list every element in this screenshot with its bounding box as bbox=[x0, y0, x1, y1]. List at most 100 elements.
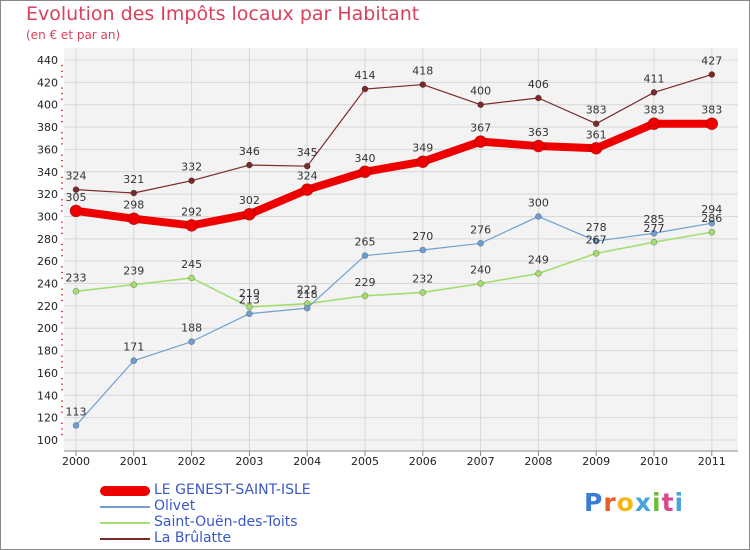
data-label: 245 bbox=[181, 258, 202, 271]
plot-area bbox=[64, 48, 738, 451]
data-label: 249 bbox=[528, 253, 549, 266]
data-point bbox=[589, 141, 603, 155]
y-minor-tick bbox=[61, 333, 63, 335]
data-label: 270 bbox=[412, 230, 433, 243]
x-tick-label: 2001 bbox=[120, 455, 148, 468]
y-minor-tick bbox=[61, 389, 63, 391]
data-point bbox=[535, 213, 542, 220]
y-minor-tick bbox=[61, 87, 63, 89]
data-label: 406 bbox=[528, 78, 549, 91]
data-point bbox=[532, 139, 545, 153]
data-label: 414 bbox=[355, 69, 376, 82]
data-label: 213 bbox=[239, 294, 260, 307]
data-point bbox=[419, 289, 427, 296]
y-minor-tick bbox=[61, 344, 63, 346]
data-label: 219 bbox=[239, 287, 260, 300]
data-label: 324 bbox=[66, 170, 87, 183]
data-label: 427 bbox=[701, 55, 722, 68]
data-point bbox=[592, 250, 600, 257]
data-label: 345 bbox=[297, 146, 318, 159]
y-tick-label: 400 bbox=[37, 99, 58, 112]
logo-letter: r bbox=[603, 488, 617, 517]
series-line bbox=[75, 231, 713, 308]
data-point bbox=[243, 207, 256, 221]
data-point bbox=[416, 155, 430, 169]
data-label: 346 bbox=[239, 145, 260, 158]
data-point bbox=[303, 304, 311, 312]
data-label: 418 bbox=[412, 65, 433, 78]
y-minor-tick bbox=[61, 243, 63, 246]
y-minor-tick bbox=[61, 160, 63, 162]
y-minor-tick bbox=[61, 383, 63, 385]
y-minor-tick bbox=[61, 154, 63, 156]
logo-letter: t bbox=[661, 488, 675, 517]
y-minor-tick bbox=[61, 120, 63, 123]
y-tick-label: 200 bbox=[37, 322, 58, 335]
y-minor-tick bbox=[61, 70, 63, 72]
y-minor-tick bbox=[61, 199, 63, 201]
y-minor-tick bbox=[61, 433, 63, 436]
data-point bbox=[246, 161, 253, 169]
data-point bbox=[535, 270, 542, 277]
data-point bbox=[185, 219, 198, 232]
data-label: 188 bbox=[181, 322, 202, 335]
data-label: 305 bbox=[66, 191, 87, 204]
series-line bbox=[72, 119, 716, 230]
y-tick-label: 300 bbox=[37, 210, 58, 223]
data-point bbox=[419, 246, 427, 254]
y-minor-tick bbox=[61, 310, 63, 313]
series-line bbox=[75, 215, 713, 427]
y-minor-tick bbox=[61, 378, 63, 380]
data-label: 321 bbox=[123, 173, 144, 186]
y-tick-label: 360 bbox=[37, 143, 58, 156]
data-point bbox=[647, 117, 661, 131]
x-tick-label: 2002 bbox=[178, 455, 206, 468]
data-point bbox=[72, 186, 80, 193]
y-minor-tick bbox=[61, 405, 63, 408]
data-point bbox=[72, 422, 80, 429]
data-label: 171 bbox=[123, 341, 144, 354]
y-minor-tick bbox=[61, 76, 63, 78]
data-point bbox=[592, 120, 600, 128]
data-point bbox=[650, 238, 658, 246]
data-label: 233 bbox=[66, 271, 87, 284]
legend-label: Saint-Ouën-des-Toits bbox=[154, 514, 298, 530]
data-point bbox=[246, 303, 253, 311]
data-label: 349 bbox=[412, 142, 433, 155]
y-tick-label: 320 bbox=[37, 188, 58, 201]
data-label: 218 bbox=[297, 288, 318, 301]
y-minor-tick bbox=[61, 322, 63, 324]
data-label: 276 bbox=[470, 223, 491, 236]
data-label: 367 bbox=[470, 122, 491, 135]
y-minor-tick bbox=[61, 355, 63, 357]
data-label: 302 bbox=[239, 194, 260, 207]
logo-letter: x bbox=[634, 488, 652, 517]
chart-subtitle: (en € et par an) bbox=[26, 28, 121, 42]
data-point bbox=[477, 101, 484, 109]
x-tick-label: 2000 bbox=[62, 455, 90, 468]
data-label: 383 bbox=[586, 104, 607, 117]
data-point bbox=[650, 89, 658, 96]
y-minor-tick bbox=[61, 188, 63, 190]
y-minor-tick bbox=[61, 227, 63, 229]
data-label: 411 bbox=[644, 72, 665, 85]
y-tick-label: 380 bbox=[37, 121, 58, 134]
y-minor-tick bbox=[61, 143, 63, 145]
y-minor-tick bbox=[61, 65, 63, 67]
y-tick-label: 240 bbox=[37, 278, 58, 291]
y-minor-tick bbox=[61, 255, 63, 257]
y-minor-tick bbox=[61, 299, 63, 301]
data-point bbox=[188, 274, 195, 282]
y-minor-tick bbox=[61, 366, 63, 369]
data-point bbox=[708, 219, 716, 227]
data-point bbox=[188, 177, 195, 185]
y-minor-tick bbox=[61, 338, 63, 341]
data-point bbox=[361, 85, 369, 93]
data-label: 265 bbox=[355, 236, 376, 249]
legend-label: La Brûlatte bbox=[154, 530, 232, 546]
data-label: 285 bbox=[644, 213, 665, 226]
data-point bbox=[130, 189, 138, 197]
x-tick-label: 2003 bbox=[235, 455, 263, 468]
series-line bbox=[75, 73, 713, 194]
